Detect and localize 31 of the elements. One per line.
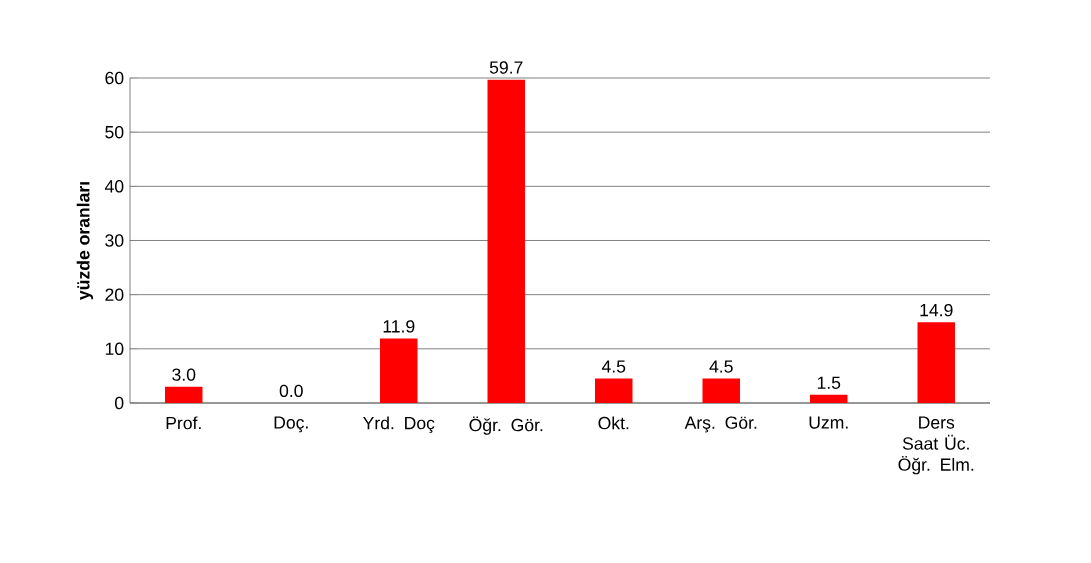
y-tick-label: 30 (105, 234, 124, 247)
x-tick-label: Yrd. Doç (363, 416, 435, 433)
y-tick-label: 10 (105, 342, 124, 356)
y-tick-label: 20 (105, 288, 124, 301)
data-label: 14.9 (920, 303, 953, 317)
data-label: 59.7 (489, 61, 523, 74)
x-tick-label: Doç. (274, 416, 308, 433)
bar (917, 322, 955, 403)
data-label: 4.5 (601, 360, 626, 373)
y-tick-label: 60 (105, 71, 124, 85)
data-label: 0.0 (279, 384, 303, 398)
data-label: 4.5 (709, 360, 733, 373)
y-axis-title: yüzde oranları (76, 182, 94, 300)
x-tick-label: Ders Saat Üc. Öğr. Elm. (898, 416, 974, 475)
y-tick-label: 40 (104, 180, 124, 193)
x-tick-label: Prof. (166, 416, 201, 430)
data-label: 11.9 (383, 320, 415, 333)
bar (165, 386, 203, 403)
data-label: 1.5 (817, 376, 841, 389)
x-tick-label: Arş. Gör. (684, 416, 757, 433)
data-label: 3.0 (172, 368, 196, 381)
y-tick-label: 0 (115, 396, 124, 410)
bar (702, 378, 740, 403)
x-tick-label: Uzm. (809, 416, 848, 429)
bar (809, 394, 848, 403)
bar (594, 378, 633, 403)
bar (487, 79, 525, 403)
y-tick-label: 50 (105, 125, 124, 139)
x-tick-label: Okt. (598, 416, 629, 430)
x-tick-label: Öğr. Gör. (469, 416, 543, 435)
bar (380, 338, 418, 403)
